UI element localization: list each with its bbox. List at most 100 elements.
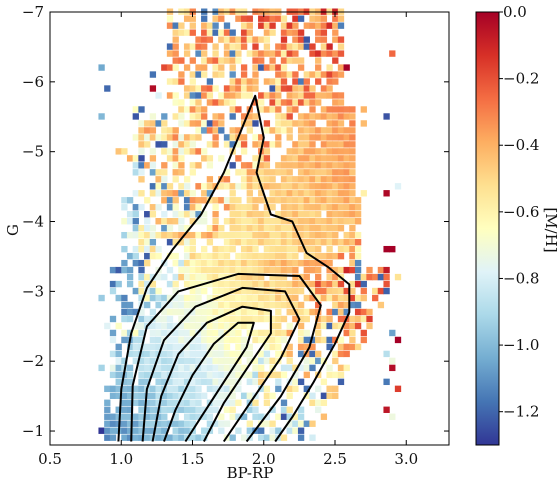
heatmap-cell [115,280,122,288]
heatmap-cell [258,57,265,64]
heatmap-cell [223,99,231,106]
heatmap-cell [212,371,219,379]
heatmap-cell [275,85,282,92]
heatmap-cell [326,50,333,57]
heatmap-cell [354,322,362,330]
heatmap-cell [320,183,328,190]
heatmap-cell [332,57,339,64]
heatmap-cell [178,134,185,141]
heatmap-cell [366,266,373,274]
heatmap-cell [126,420,134,427]
heatmap-cell [332,385,339,393]
heatmap-cell [286,99,293,106]
heatmap-cell [178,406,185,413]
heatmap-cell [258,280,265,288]
heatmap-cell [235,280,242,288]
heatmap-cell [337,364,345,372]
heatmap-cell [178,385,185,393]
heatmap-cell [246,294,253,302]
heatmap-cell [320,204,328,211]
heatmap-cell [252,36,259,43]
heatmap-cell [201,434,208,441]
heatmap-cell [109,434,117,441]
heatmap-cell [326,92,333,99]
heatmap-cell [126,399,134,406]
heatmap-cell [309,211,316,218]
heatmap-cell [229,141,236,148]
heatmap-cell [280,315,288,323]
heatmap-cell [195,357,202,365]
heatmap-cell [258,266,265,274]
heatmap-cell [109,413,117,420]
heatmap-cell [98,364,105,372]
heatmap-cell [189,148,196,155]
heatmap-cell [292,148,299,155]
heatmap-cell [223,399,231,406]
heatmap-cell [206,162,214,169]
heatmap-cell [315,225,322,232]
heatmap-cell [269,280,276,288]
heatmap-cell [161,120,168,127]
heatmap-cell [144,343,151,351]
heatmap-cell [246,176,253,183]
heatmap-cell [246,273,253,281]
heatmap-cell [280,197,288,204]
heatmap-cell [218,294,225,302]
heatmap-cell [286,287,293,295]
heatmap-cell [297,427,305,434]
heatmap-cell [195,350,202,358]
heatmap-cell [201,218,208,225]
heatmap-cell [360,294,367,302]
heatmap-cell [155,329,162,337]
heatmap-cell [354,211,362,218]
heatmap-cell [246,301,253,309]
heatmap-cell [252,183,259,190]
heatmap-cell [172,350,179,358]
heatmap-cell [138,176,145,183]
heatmap-cell [286,183,293,190]
heatmap-cell [155,252,162,260]
heatmap-cell [218,15,225,22]
heatmap-cell [286,50,293,57]
heatmap-cell [246,190,253,197]
heatmap-cell [315,29,322,36]
heatmap-cell [235,218,242,225]
heatmap-cell [297,190,305,197]
heatmap-cell [229,350,236,358]
heatmap-cell [183,43,191,50]
heatmap-cell [201,120,208,127]
heatmap-cell [246,85,253,92]
heatmap-cell [189,434,196,441]
heatmap-cell [263,413,271,420]
heatmap-cell [115,322,122,330]
heatmap-cell [195,336,202,344]
heatmap-cell [275,169,282,176]
heatmap-cell [286,385,293,393]
heatmap-cell [269,22,276,29]
heatmap-cell [121,197,128,204]
heatmap-cell [303,357,310,365]
heatmap-cell [366,315,373,323]
heatmap-cell [332,204,339,211]
heatmap-cell [246,238,253,246]
heatmap-cell [292,183,299,190]
heatmap-cell [297,120,305,127]
heatmap-cell [189,15,196,22]
heatmap-cell [149,183,157,190]
heatmap-cell [132,218,139,225]
heatmap-cell [258,315,265,323]
heatmap-cell [332,78,339,85]
heatmap-cell [326,127,333,134]
heatmap-cell [98,427,105,434]
heatmap-cell [280,29,288,36]
heatmap-cell [275,43,282,50]
heatmap-cell [315,322,322,330]
heatmap-cell [240,169,248,176]
heatmap-cell [315,266,322,274]
heatmap-cell [343,197,350,204]
heatmap-cell [218,392,225,399]
heatmap-cell [223,231,231,239]
heatmap-cell [229,162,236,169]
heatmap-cell [240,266,248,274]
heatmap-cell [212,43,219,50]
